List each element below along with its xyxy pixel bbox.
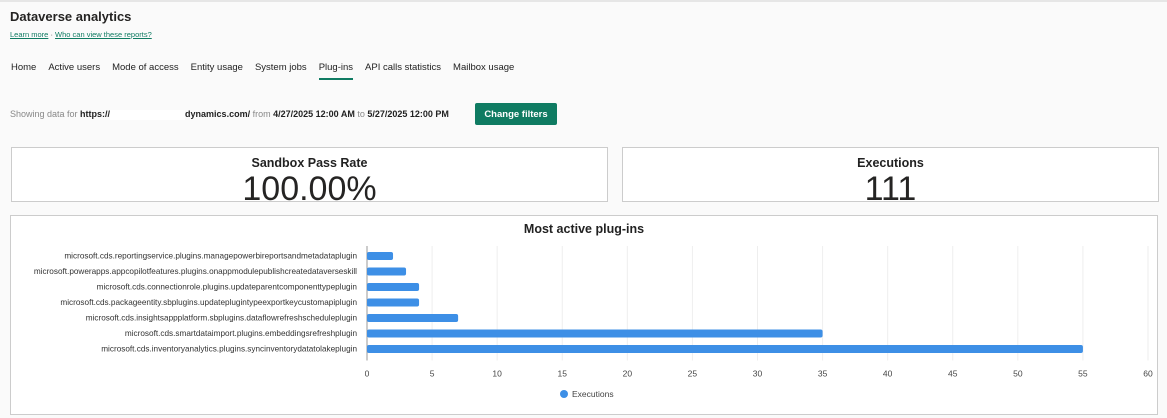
x-tick-label: 5 xyxy=(430,369,435,379)
bar xyxy=(367,345,1083,353)
tab-active-users[interactable]: Active users xyxy=(48,62,101,73)
x-tick-label: 25 xyxy=(688,369,698,379)
tab-home[interactable]: Home xyxy=(11,62,37,73)
x-tick-label: 30 xyxy=(753,369,763,379)
who-can-view-link[interactable]: Who can view these reports? xyxy=(55,30,152,39)
x-tick-label: 50 xyxy=(1013,369,1023,379)
category-label: microsoft.cds.smartdataimport.plugins.em… xyxy=(125,329,358,338)
header-links: Learn more · Who can view these reports? xyxy=(10,30,152,39)
x-tick-label: 10 xyxy=(492,369,502,379)
page-title: Dataverse analytics xyxy=(10,9,132,24)
x-tick-label: 35 xyxy=(818,369,828,379)
tab-api-calls-statistics[interactable]: API calls statistics xyxy=(365,62,442,73)
executions-card: Executions 111 xyxy=(622,147,1159,202)
tab-plug-ins[interactable]: Plug-ins xyxy=(318,62,354,80)
tab-mode-of-access[interactable]: Mode of access xyxy=(112,62,179,73)
filter-summary: Showing data for https://dynamics.com/ f… xyxy=(10,109,449,120)
change-filters-button[interactable]: Change filters xyxy=(475,103,557,125)
tab-entity-usage[interactable]: Entity usage xyxy=(190,62,243,73)
x-tick-label: 0 xyxy=(365,369,370,379)
tab-bar: Home Active users Mode of access Entity usa… xyxy=(11,62,514,80)
tab-mailbox-usage[interactable]: Mailbox usage xyxy=(453,62,515,73)
tab-system-jobs[interactable]: System jobs xyxy=(254,62,307,73)
bar xyxy=(367,283,420,291)
x-tick-label: 15 xyxy=(558,369,568,379)
category-label: microsoft.cds.insightsappplatform.sbplug… xyxy=(86,314,358,323)
x-tick-label: 60 xyxy=(1143,369,1153,379)
bar xyxy=(367,252,394,260)
category-label: microsoft.powerapps.appcopilotfeatures.p… xyxy=(34,267,357,276)
x-tick-label: 45 xyxy=(948,369,958,379)
x-tick-label: 55 xyxy=(1078,369,1088,379)
x-tick-label: 20 xyxy=(623,369,633,379)
category-label: microsoft.cds.inventoryanalytics.plugins… xyxy=(101,345,357,354)
category-label: microsoft.cds.packageentity.sbplugins.up… xyxy=(60,298,357,307)
learn-more-link[interactable]: Learn more xyxy=(10,30,49,39)
bar xyxy=(367,267,407,276)
bar xyxy=(367,314,459,322)
legend-label: Executions xyxy=(572,389,614,399)
most-active-plugins-chart: Most active plug-ins 0 5 10 15 20 25 30 35 40 45 5… xyxy=(10,215,1158,415)
category-label: microsoft.cds.connectionrole.plugins.upd… xyxy=(97,283,358,292)
sandbox-pass-rate-card: Sandbox Pass Rate 100.00% xyxy=(11,147,608,202)
chart-title: Most active plug-ins xyxy=(523,222,645,236)
x-tick-label: 40 xyxy=(883,369,893,379)
legend-marker xyxy=(560,390,568,398)
bar xyxy=(367,329,823,338)
bar xyxy=(367,298,420,307)
category-label: microsoft.cds.reportingservice.plugins.m… xyxy=(64,252,357,261)
